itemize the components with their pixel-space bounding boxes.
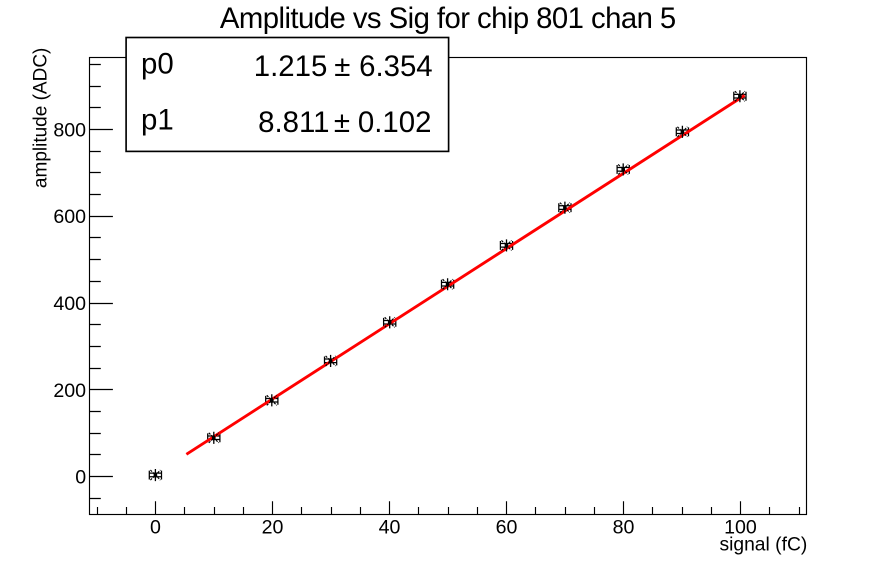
svg-text:0.102: 0.102	[358, 106, 432, 139]
svg-text:20: 20	[262, 516, 284, 538]
svg-text:Amplitude vs Sig for chip 801: Amplitude vs Sig for chip 801 chan 5	[220, 2, 676, 35]
svg-text:6.354: 6.354	[359, 50, 433, 83]
svg-text:p1: p1	[141, 104, 174, 137]
svg-text:80: 80	[613, 516, 635, 538]
svg-text:200: 200	[53, 380, 86, 402]
svg-text:60: 60	[496, 516, 518, 538]
svg-text:±: ±	[334, 50, 350, 83]
svg-text:40: 40	[379, 516, 401, 538]
svg-text:0: 0	[75, 467, 86, 489]
svg-text:0: 0	[150, 516, 161, 538]
svg-text:signal (fC): signal (fC)	[719, 535, 807, 556]
svg-text:amplitude (ADC): amplitude (ADC)	[30, 48, 51, 188]
svg-text:100: 100	[724, 516, 757, 538]
svg-text:1.215: 1.215	[254, 50, 328, 83]
svg-text:8.811: 8.811	[258, 106, 329, 139]
svg-text:400: 400	[53, 293, 86, 315]
svg-text:800: 800	[53, 119, 86, 141]
svg-text:p0: p0	[141, 47, 174, 80]
svg-text:600: 600	[53, 206, 86, 228]
svg-text:±: ±	[334, 106, 350, 139]
